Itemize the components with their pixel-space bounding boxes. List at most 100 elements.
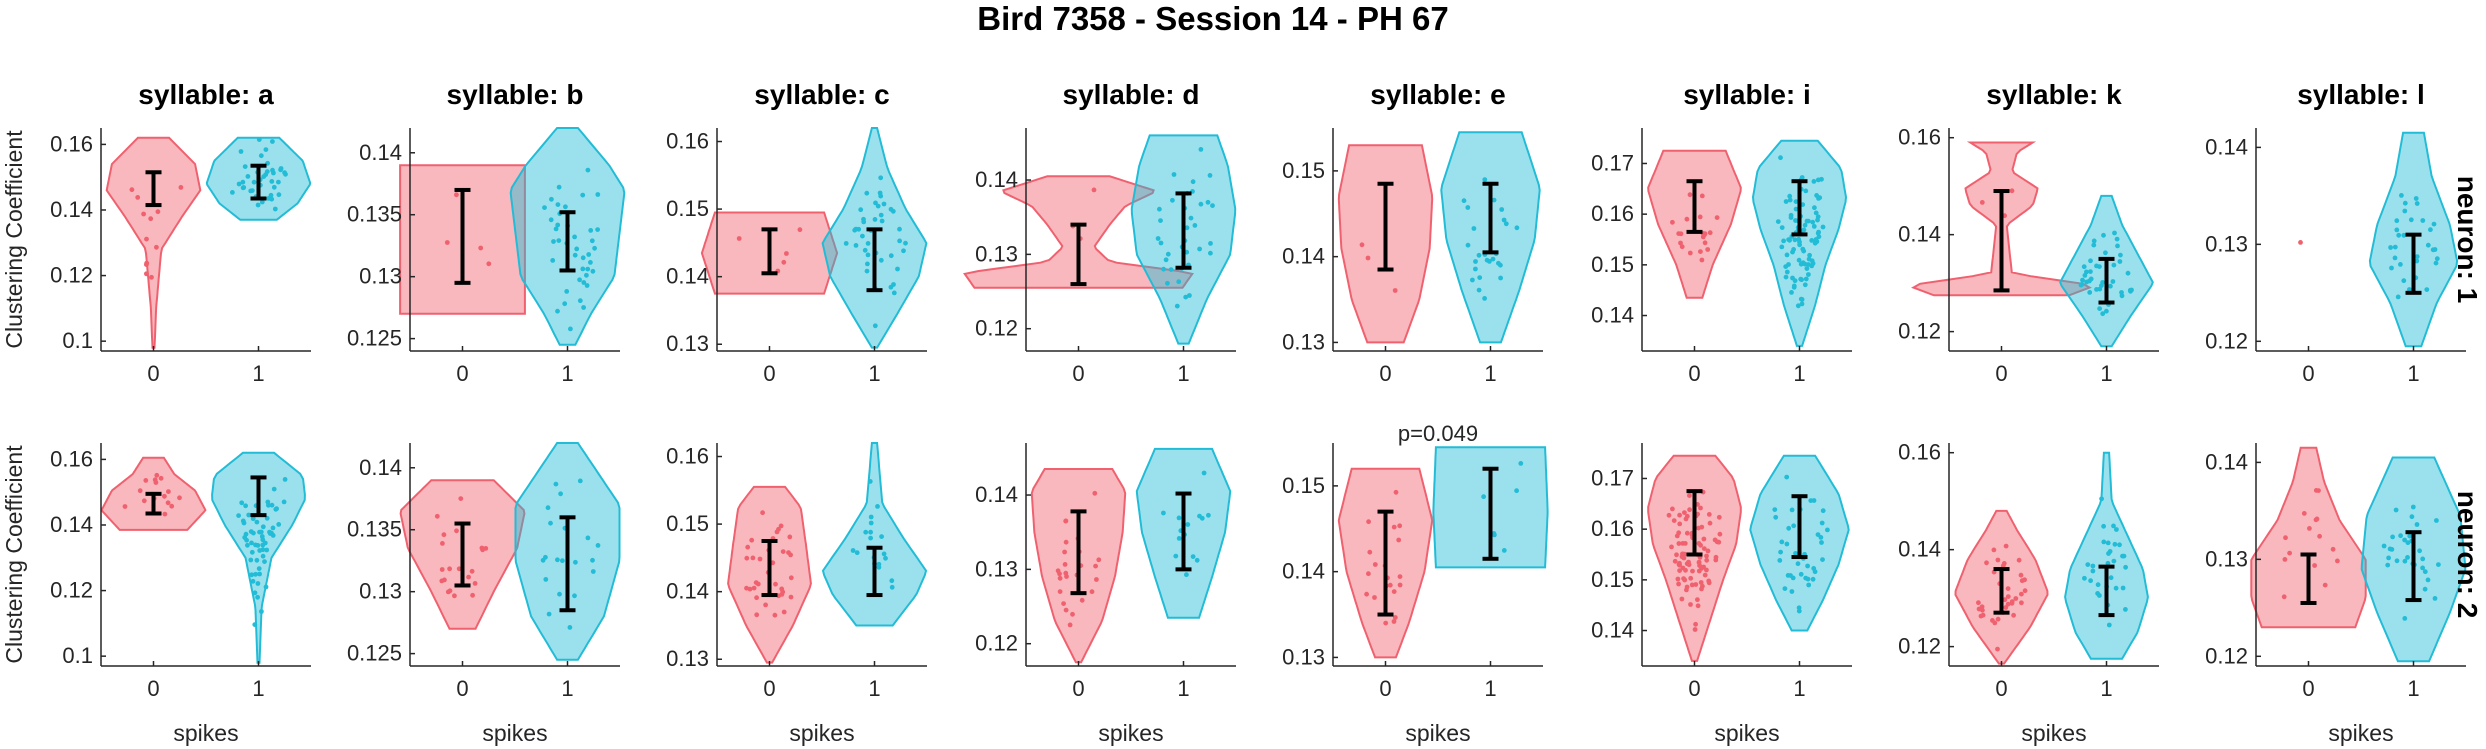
data-point [555,557,560,563]
data-point [1808,498,1814,503]
y-tick-label: 0.14 [50,197,93,222]
data-point [1155,236,1161,241]
data-point [469,568,475,574]
data-point [776,526,781,532]
data-point [881,551,887,557]
data-point [248,557,254,563]
data-point [2002,597,2008,603]
data-point [1788,212,1794,218]
data-point [177,495,182,501]
data-point [1477,275,1483,280]
panel-neuron-1-syllable-c: syllable: c 0.13 0.14 0.15 0.16 0 1 [666,79,928,386]
data-point [1461,198,1467,204]
data-point [2095,582,2101,588]
data-point [1772,507,1778,512]
x-tick-label: 1 [2100,361,2112,386]
violin-body [2250,446,2367,629]
data-point [780,549,786,554]
data-point [1787,193,1793,199]
data-point [2105,540,2111,546]
data-point [1784,541,1790,547]
data-point [152,477,158,483]
data-point [458,496,464,501]
data-point [1089,589,1095,595]
data-point [2407,287,2412,292]
data-point [1473,266,1478,272]
data-point [1687,493,1692,498]
x-axis-label: spikes [2021,720,2086,746]
data-point [1799,175,1805,180]
data-point [1784,474,1790,480]
panel-title: syllable: d [1063,79,1200,110]
error-bar [1482,181,1499,255]
data-point [1793,551,1798,556]
x-tick-label: 0 [1379,361,1391,386]
data-point [2402,208,2408,214]
figure-title: Bird 7358 - Session 14 - PH 67 [977,0,1448,37]
data-point [562,301,568,307]
data-point [2108,283,2113,289]
data-point [2003,605,2009,610]
data-point [1190,179,1196,185]
violin-group-spikes-1 [1135,447,1232,619]
violin-group-spikes-0 [2298,240,2303,245]
data-point [257,548,263,553]
data-point [1779,539,1785,545]
data-point [1696,541,1702,546]
data-point [155,209,161,215]
data-point [1094,577,1099,582]
data-point [1688,575,1694,581]
data-point [249,549,255,555]
data-point [872,217,878,222]
data-point [1207,173,1213,178]
data-point [271,170,276,176]
data-point [1391,589,1397,594]
y-tick-label: 0.14 [359,140,402,165]
data-point [1503,221,1509,227]
y-tick-label: 0.135 [347,202,402,227]
data-point [1695,603,1701,609]
error-bar [1686,489,1703,557]
data-point [854,550,860,556]
data-point [550,258,556,263]
data-point [256,137,262,143]
data-point [573,559,578,565]
data-point [1811,179,1817,184]
data-point [1790,575,1796,581]
data-point [1979,604,1985,610]
data-point [1792,237,1798,243]
data-point [2422,569,2428,575]
y-tick-label: 0.13 [2205,546,2248,571]
data-point [577,277,582,283]
y-tick-label: 0.16 [666,444,709,469]
y-tick-label: 0.12 [1898,319,1941,344]
data-point [1176,279,1182,285]
x-axis-label: spikes [789,720,854,746]
panel-neuron-2-syllable-i: 0.14 0.15 0.16 0.17 0 1 spikes [1591,443,1852,746]
data-point [1819,520,1825,526]
data-point [1807,252,1812,258]
x-tick-label: 0 [1688,361,1700,386]
data-point [563,204,568,210]
error-bar [2300,552,2317,605]
data-point [1717,531,1723,537]
error-bar [250,475,267,518]
data-point [271,184,277,190]
y-tick-label: 0.14 [2205,134,2248,159]
data-point [1803,188,1809,194]
data-point [751,585,757,591]
data-point [255,594,260,600]
y-tick-label: 0.16 [1898,125,1941,150]
data-point [1806,582,1812,588]
data-point [444,240,450,245]
y-tick-label: 0.14 [1282,244,1325,269]
y-tick-label: 0.14 [2205,449,2248,474]
data-point [257,571,262,577]
data-point [1793,218,1798,223]
data-point [1782,586,1788,591]
y-tick-label: 0.12 [2205,643,2248,668]
data-point [736,236,742,241]
x-tick-label: 1 [2100,676,2112,701]
y-tick-label: 0.16 [666,129,709,154]
y-tick-label: 0.13 [359,579,402,604]
